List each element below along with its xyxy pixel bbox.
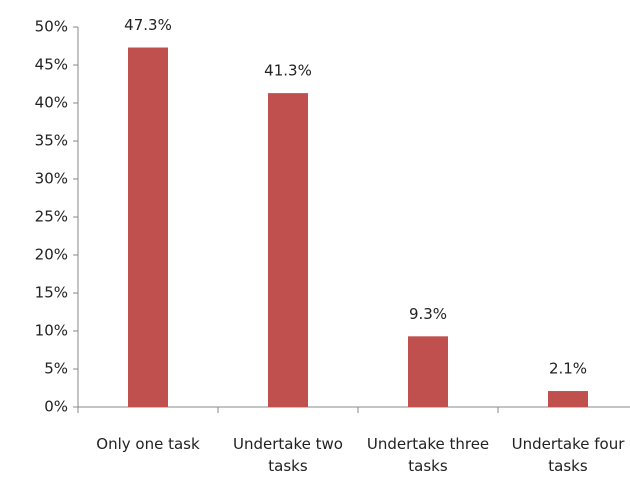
y-tick-label: 20% bbox=[35, 246, 68, 264]
x-tick-label: Undertake four tasks bbox=[511, 435, 625, 475]
y-tick-label: 35% bbox=[35, 132, 68, 150]
y-tick-label: 40% bbox=[35, 94, 68, 112]
bar bbox=[128, 47, 168, 408]
y-tick-label: 0% bbox=[44, 398, 68, 416]
bar bbox=[548, 391, 588, 407]
x-tick-label: Undertake three tasks bbox=[366, 435, 490, 475]
y-tick-label: 5% bbox=[44, 360, 68, 378]
y-tick-label: 10% bbox=[35, 322, 68, 340]
data-label: 47.3% bbox=[124, 16, 172, 34]
bar bbox=[268, 93, 308, 408]
y-tick-label: 50% bbox=[35, 18, 68, 36]
y-tick-label: 15% bbox=[35, 284, 68, 302]
data-label: 41.3% bbox=[264, 62, 312, 80]
x-tick-label: Undertake two tasks bbox=[233, 435, 343, 475]
x-tick-label: Only one task bbox=[96, 435, 200, 453]
bar bbox=[408, 336, 448, 407]
y-tick-label: 30% bbox=[35, 170, 68, 188]
y-tick-label: 45% bbox=[35, 56, 68, 74]
y-tick-label: 25% bbox=[35, 208, 68, 226]
data-label: 9.3% bbox=[409, 305, 447, 323]
data-label: 2.1% bbox=[549, 360, 587, 378]
